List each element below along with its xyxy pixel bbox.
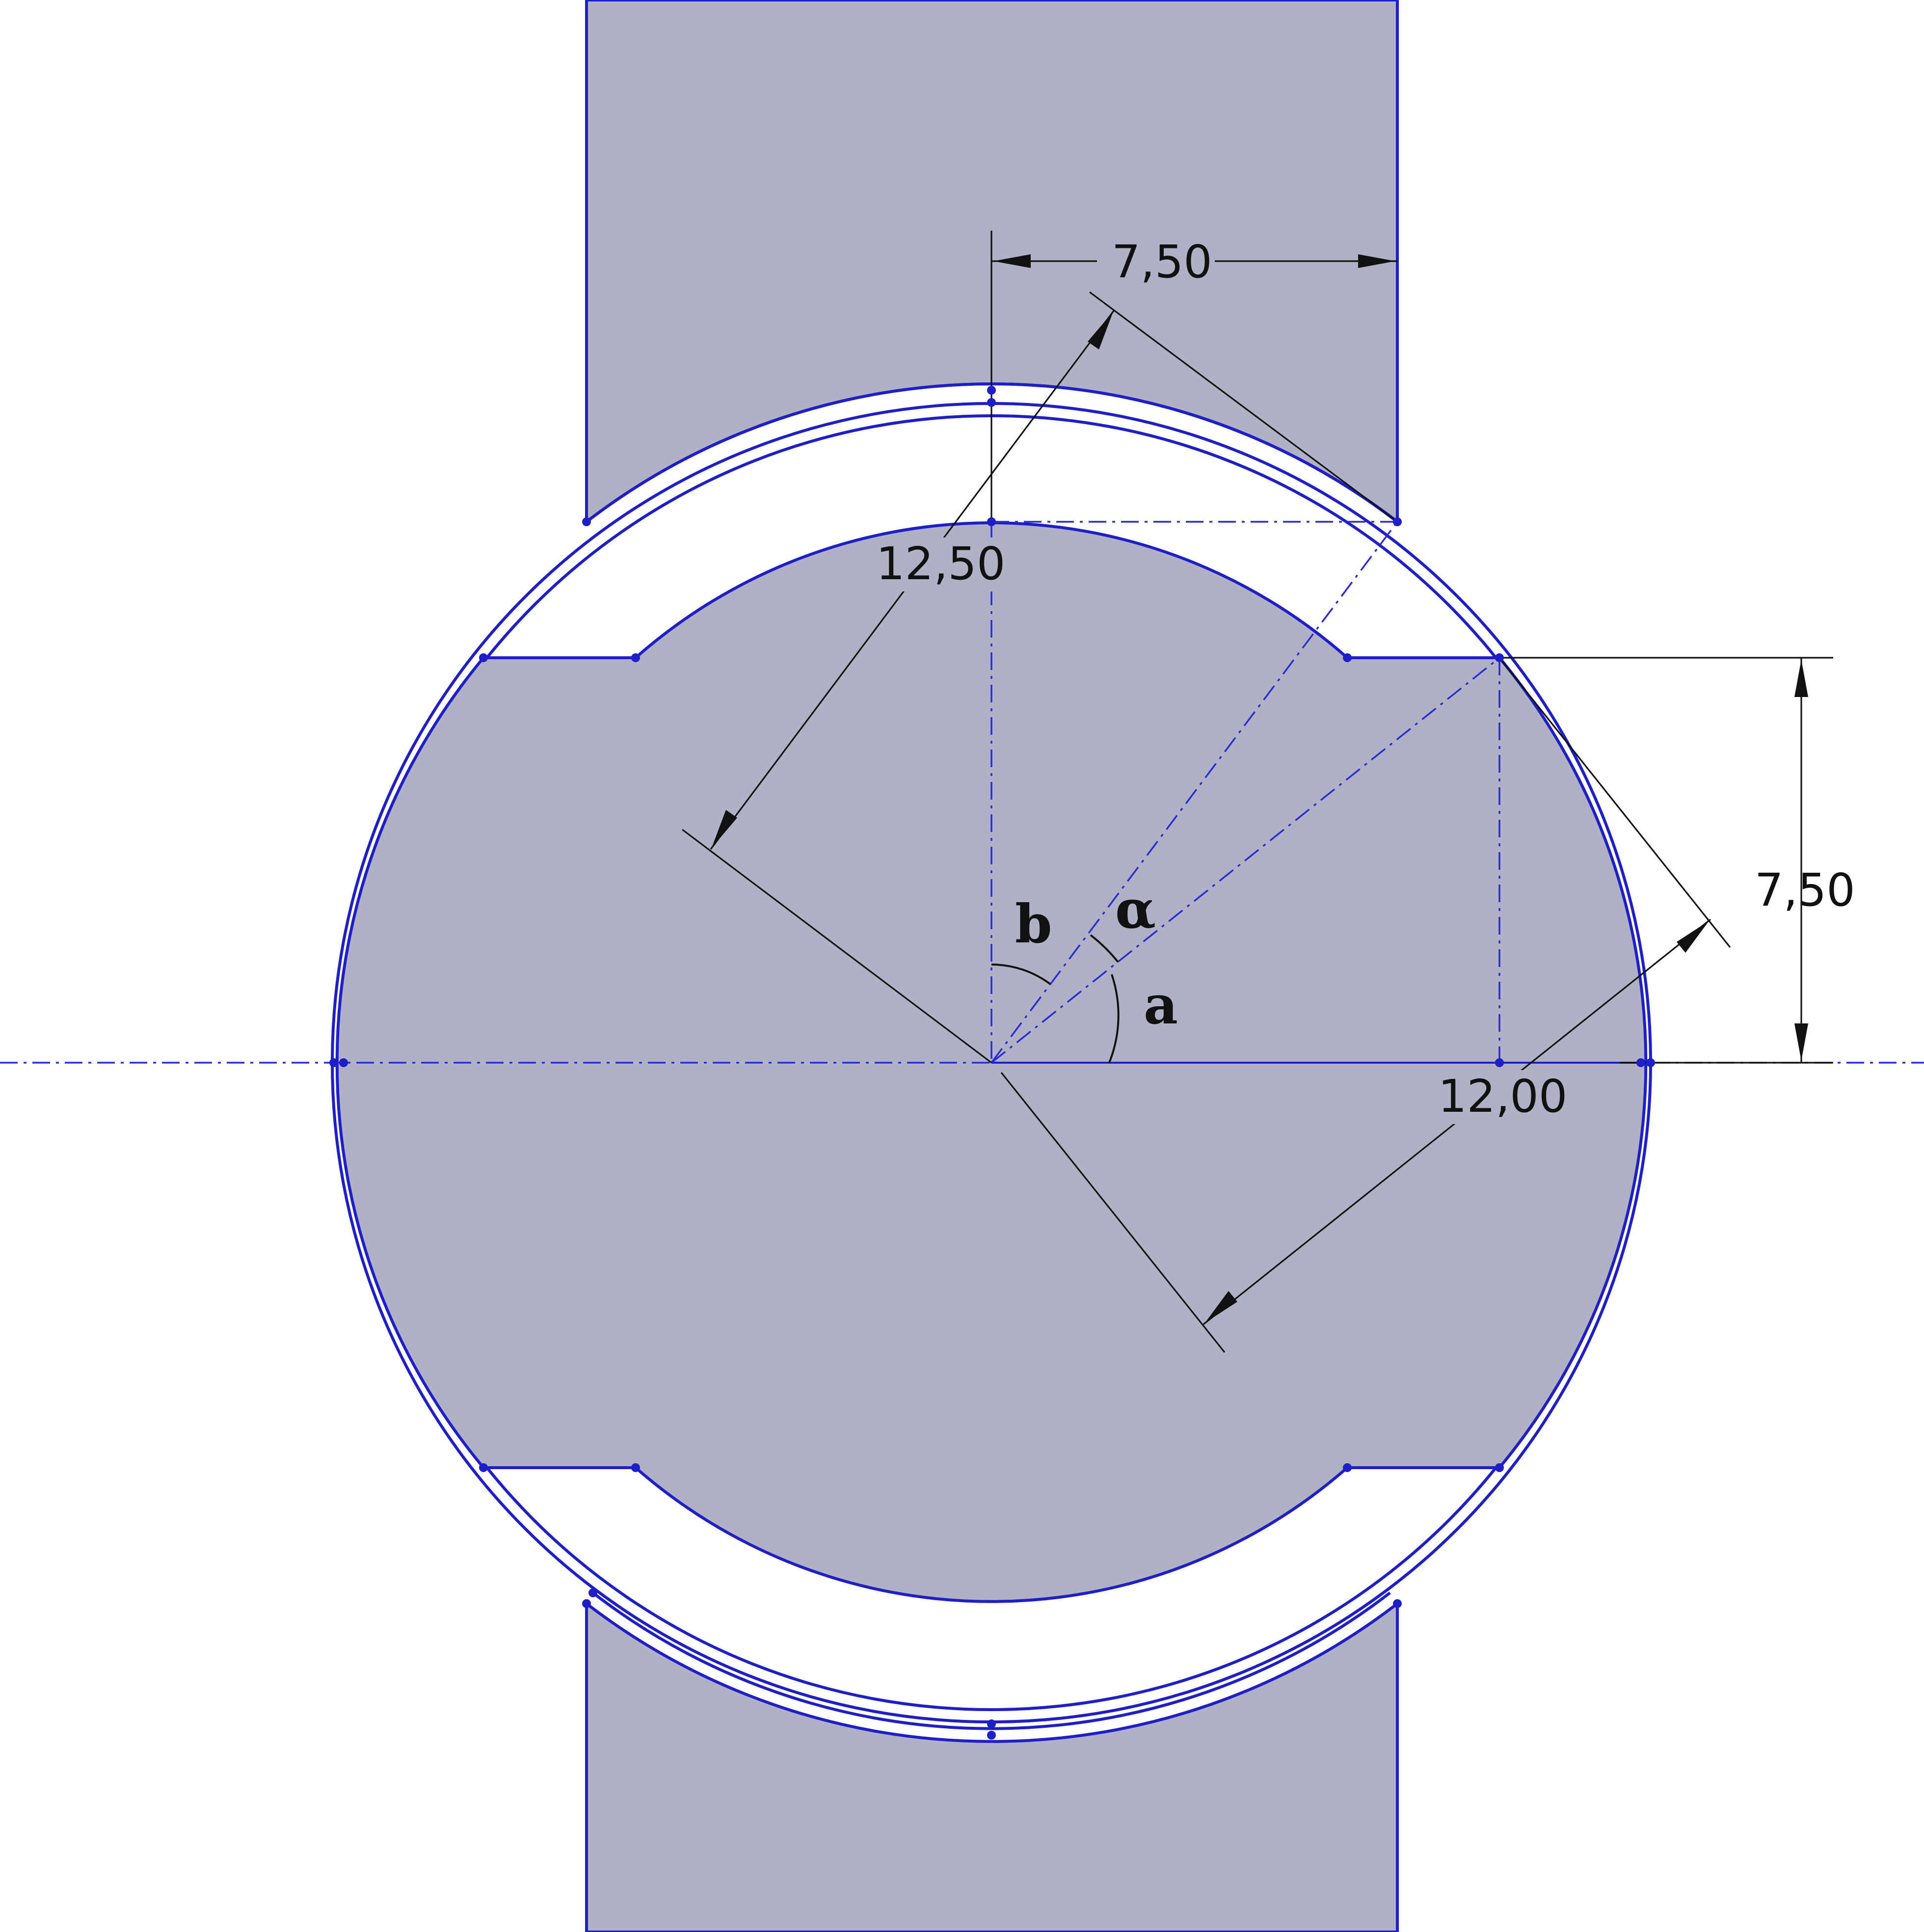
dim-r1250-arrow-bottom <box>712 810 737 848</box>
dim-r1250-arrow-top <box>1088 312 1113 349</box>
dim-r1250-ext-top <box>1089 291 1398 523</box>
angle-a-arc <box>1108 974 1120 1063</box>
angle-b-arc <box>991 964 1051 985</box>
dim-inner-radius-label: 12,00 <box>1438 1070 1567 1123</box>
angle-alpha-label: α <box>1115 879 1156 940</box>
dim-r1200-ext-bottom <box>1000 1072 1226 1353</box>
bottom-bar <box>585 1600 1399 1932</box>
dim-r1200-arrow-bottom <box>1205 1291 1237 1323</box>
dim-right-arrow-top <box>1794 660 1808 697</box>
angle-alpha-arc <box>1090 934 1119 963</box>
construction-diag-b <box>990 521 1398 1064</box>
dim-top-arrow-left <box>993 254 1031 268</box>
dim-r1200-ext-top <box>1498 657 1731 948</box>
dim-top-width-label: 7,50 <box>1112 236 1212 288</box>
dim-right-arrow-bottom <box>1794 1023 1808 1061</box>
bottom-arc-inner <box>592 1591 1391 1730</box>
dim-right-height-label: 7,50 <box>1755 864 1855 916</box>
sketch-points <box>329 386 1655 1740</box>
angle-a-label: a <box>1144 974 1178 1036</box>
dim-top-arrow-right <box>1358 254 1395 268</box>
angle-b-label: b <box>1015 893 1052 955</box>
dim-outer-radius-label: 12,50 <box>876 537 1005 590</box>
dim-r1200-arrow-top <box>1677 921 1709 953</box>
construction-diag-a <box>990 657 1500 1064</box>
dim-r1250-ext-bottom <box>682 829 992 1064</box>
